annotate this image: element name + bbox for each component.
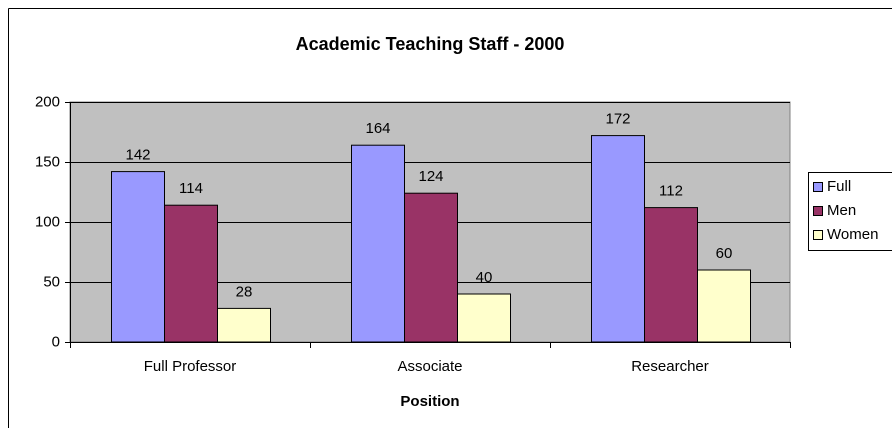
y-tick-label: 0 bbox=[52, 333, 60, 350]
data-label: 164 bbox=[365, 120, 390, 137]
legend-swatch bbox=[813, 206, 823, 216]
bar bbox=[591, 135, 645, 343]
data-label: 172 bbox=[605, 111, 630, 128]
bar bbox=[457, 293, 511, 343]
chart-title: Academic Teaching Staff - 2000 bbox=[296, 34, 565, 54]
bar bbox=[404, 192, 458, 343]
data-label: 40 bbox=[476, 269, 493, 286]
bar bbox=[644, 207, 698, 343]
bar bbox=[697, 269, 751, 343]
bar bbox=[217, 307, 271, 343]
data-label: 124 bbox=[418, 168, 443, 185]
legend-swatch bbox=[813, 182, 823, 192]
y-tick-label: 50 bbox=[43, 273, 60, 290]
legend-label: Men bbox=[827, 202, 856, 219]
y-tick-label: 150 bbox=[35, 153, 60, 170]
data-label: 142 bbox=[125, 147, 150, 164]
bar bbox=[351, 144, 405, 343]
data-label: 112 bbox=[659, 183, 683, 200]
legend-label: Full bbox=[827, 178, 851, 195]
data-label: 114 bbox=[179, 180, 203, 197]
x-tick-label: Researcher bbox=[631, 358, 709, 375]
x-axis-label: Position bbox=[400, 393, 459, 410]
y-tick-label: 100 bbox=[35, 213, 60, 230]
data-label: 28 bbox=[236, 283, 253, 300]
x-tick-label: Full Professor bbox=[144, 358, 237, 375]
bar bbox=[164, 204, 218, 343]
y-tick-label: 200 bbox=[35, 93, 60, 110]
legend-swatch bbox=[813, 230, 823, 240]
bar bbox=[111, 171, 165, 343]
x-tick-label: Associate bbox=[397, 358, 462, 375]
data-label: 60 bbox=[716, 245, 733, 262]
legend-label: Women bbox=[827, 226, 878, 243]
